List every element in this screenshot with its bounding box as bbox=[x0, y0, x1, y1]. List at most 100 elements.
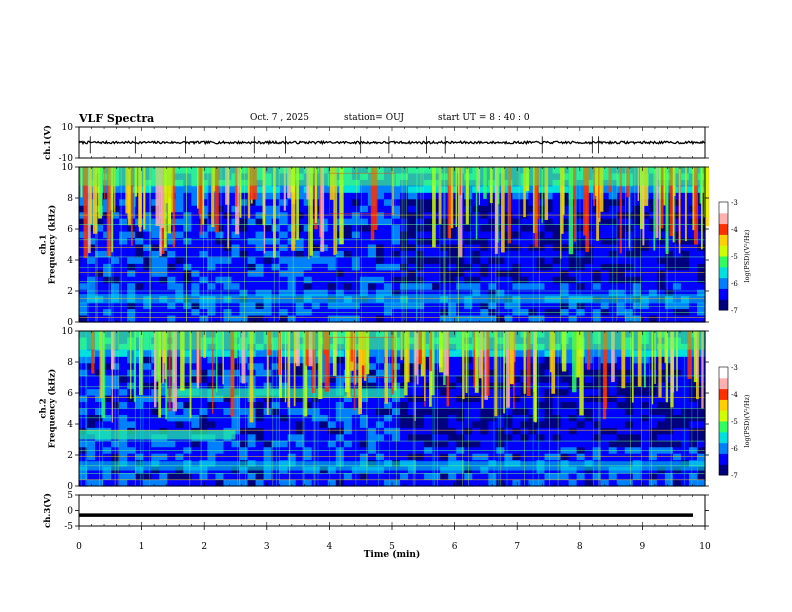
spectrogram-cell bbox=[383, 199, 393, 207]
spectrogram-cell bbox=[520, 238, 530, 246]
spectrogram-cell bbox=[432, 447, 441, 455]
spectrogram-cell bbox=[536, 283, 546, 291]
spectrogram-cell bbox=[448, 343, 457, 351]
spectrogram-cell bbox=[432, 225, 441, 233]
hiss-burst bbox=[87, 167, 91, 254]
spectrogram-cell bbox=[247, 473, 257, 481]
spectrogram-cell bbox=[688, 421, 698, 429]
spectrogram-cell bbox=[512, 167, 522, 175]
hiss-burst bbox=[693, 331, 698, 383]
spectrogram-cell bbox=[464, 263, 473, 271]
spectrogram-cell bbox=[560, 283, 570, 291]
hiss-burst bbox=[335, 167, 338, 255]
spectrogram-cell bbox=[688, 473, 698, 481]
spectrogram-cell bbox=[440, 402, 449, 410]
spectrogram-cell bbox=[424, 250, 433, 259]
spectrogram-cell bbox=[143, 402, 152, 410]
spectrogram-cell bbox=[151, 179, 160, 187]
spectrogram-cell bbox=[175, 447, 184, 455]
spectrogram-cell bbox=[231, 427, 241, 435]
spectrogram-cell bbox=[359, 382, 369, 390]
spectrogram-cell bbox=[383, 337, 393, 345]
spectrogram-cell bbox=[512, 440, 522, 448]
spectrogram-cell bbox=[191, 440, 200, 448]
spectrogram-cell bbox=[416, 218, 425, 226]
spectrogram-cell bbox=[536, 186, 546, 194]
spectrogram-cell bbox=[351, 173, 361, 181]
spectrogram-cell bbox=[680, 257, 690, 265]
spectrogram-cell bbox=[552, 408, 562, 416]
spectrogram-cell bbox=[552, 263, 562, 271]
spectrogram-cell bbox=[87, 395, 96, 403]
spectrogram-cell bbox=[295, 315, 305, 323]
spectrogram-cell bbox=[496, 179, 505, 187]
spectrogram-cell bbox=[632, 382, 642, 390]
colorbar-tick-label: -6 bbox=[731, 280, 738, 288]
spectrogram-cell bbox=[392, 173, 401, 181]
spectrogram-cell bbox=[504, 427, 513, 435]
spectrogram-cell bbox=[408, 427, 417, 435]
spectrogram-cell bbox=[584, 408, 594, 416]
spectrogram-cell bbox=[600, 244, 610, 252]
spectrogram-cell bbox=[600, 250, 610, 259]
spectrogram-cell bbox=[175, 337, 184, 345]
spectrogram-cell bbox=[552, 244, 562, 252]
spectrogram-cell bbox=[608, 479, 618, 487]
spectrogram-cell bbox=[351, 212, 361, 220]
hiss-burst bbox=[247, 167, 251, 219]
spectrogram-cell bbox=[175, 356, 184, 364]
spectrogram-cell bbox=[119, 250, 128, 259]
colorbar-segment bbox=[719, 388, 728, 400]
spectrogram-cell bbox=[351, 218, 361, 226]
spectrogram-cell bbox=[560, 440, 570, 448]
spectrogram-cell bbox=[456, 270, 465, 278]
spectrogram-cell bbox=[287, 453, 297, 461]
spectrogram-cell bbox=[127, 350, 136, 358]
spectrogram-cell bbox=[584, 212, 594, 220]
spectrogram-cell bbox=[456, 402, 465, 410]
spectrogram-cell bbox=[576, 173, 586, 181]
hiss-burst bbox=[693, 167, 699, 245]
spectrogram-cell bbox=[408, 244, 417, 252]
spectrogram-cell bbox=[247, 218, 257, 226]
spectrogram-cell bbox=[255, 414, 265, 423]
spectrogram-cell bbox=[632, 421, 642, 429]
spectrogram-cell bbox=[375, 257, 385, 265]
spectrogram-cell bbox=[119, 270, 128, 278]
spectrogram-cell bbox=[504, 276, 513, 284]
spectrogram-cell bbox=[648, 218, 658, 226]
spectrogram-cell bbox=[424, 427, 433, 435]
spectrogram-cell bbox=[608, 173, 618, 181]
spectrogram-cell bbox=[279, 414, 289, 423]
spectrogram-cell bbox=[287, 427, 297, 435]
spectrogram-cell bbox=[247, 257, 257, 265]
hiss-burst bbox=[180, 331, 185, 391]
spectrogram-cell bbox=[239, 283, 249, 291]
spectrogram-cell bbox=[560, 408, 570, 416]
spectrogram-cell bbox=[392, 218, 401, 226]
spectrogram-cell bbox=[311, 231, 321, 239]
spectrogram-cell bbox=[383, 212, 393, 220]
spectrogram-cell bbox=[632, 369, 642, 377]
hiss-burst bbox=[104, 167, 106, 200]
spectrogram-cell bbox=[359, 473, 369, 481]
spectrogram-cell bbox=[143, 257, 152, 265]
spectrogram-cell bbox=[480, 315, 489, 323]
spectrogram-cell bbox=[295, 257, 305, 265]
spectrogram-cell bbox=[383, 473, 393, 481]
date-label: Oct. 7 , 2025 bbox=[250, 113, 309, 123]
spectrogram-cell bbox=[408, 250, 417, 259]
spectrogram-cell bbox=[255, 212, 265, 220]
spectrogram-cell bbox=[175, 363, 184, 371]
hiss-burst bbox=[143, 167, 146, 225]
spectrogram-cell bbox=[664, 382, 674, 390]
spectrogram-cell bbox=[648, 192, 658, 200]
spectrogram-cell bbox=[375, 289, 385, 297]
spectrogram-cell bbox=[359, 167, 369, 175]
spectrogram-cell bbox=[143, 356, 152, 364]
spectrogram-cell bbox=[672, 218, 682, 226]
spectrogram-cell bbox=[576, 179, 586, 187]
spectrogram-cell bbox=[271, 231, 281, 239]
spectrogram-cell bbox=[351, 250, 361, 259]
spectrogram-cell bbox=[287, 356, 297, 364]
